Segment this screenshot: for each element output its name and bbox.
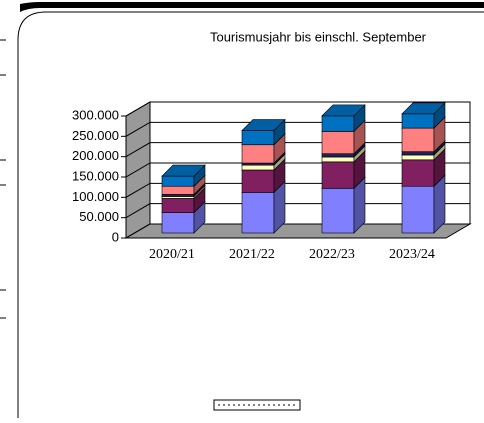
bar-front [161, 185, 195, 195]
y-tick-label: 100.000 [72, 189, 119, 204]
y-tick-label: 50.000 [79, 209, 119, 224]
bar-top [321, 104, 366, 117]
frame [17, 11, 484, 418]
bar-front [241, 162, 275, 166]
y-tick-label: 250.000 [72, 128, 119, 143]
x-tick-label: 2023/24 [389, 247, 435, 262]
bar-front [401, 154, 435, 161]
bar-front [161, 212, 195, 234]
bar-front [161, 194, 195, 197]
bar-top [401, 102, 446, 115]
bar-front [241, 192, 275, 234]
bar-front [321, 187, 355, 234]
bar-front [241, 144, 275, 164]
bar-front [321, 153, 355, 158]
bar-front [401, 185, 435, 234]
bar-front [321, 156, 355, 163]
chart-title: Tourismusjahr bis einschl. September [210, 29, 427, 44]
bar-segment [401, 174, 446, 234]
bar-top [161, 164, 206, 177]
grid-line [125, 101, 470, 117]
bar-front [161, 175, 195, 187]
x-tick-label: 2021/22 [229, 247, 275, 262]
bar-front [321, 115, 355, 132]
bar-segment [401, 102, 446, 129]
y-tick-label: 0 [112, 229, 119, 244]
bar-segment [161, 164, 206, 187]
x-tick-label: 2020/21 [149, 247, 195, 262]
bar-segment [241, 118, 286, 146]
bar-front [161, 196, 195, 199]
left-marks [0, 39, 6, 319]
bar-front [241, 169, 275, 193]
bar-front [401, 127, 435, 152]
bar-segment [321, 104, 366, 133]
bar-front [401, 159, 435, 187]
x-tick-label: 2022/23 [309, 247, 355, 262]
y-tick-label: 300.000 [72, 107, 119, 122]
y-tick-label: 150.000 [72, 168, 119, 183]
bar-top [241, 119, 286, 131]
y-tick-label: 200.000 [72, 148, 119, 163]
bar-front [321, 131, 355, 154]
bar-front [241, 130, 275, 146]
legend [213, 399, 301, 411]
bar-front [401, 113, 435, 129]
top-bar [20, 2, 484, 12]
bar-front [241, 164, 275, 171]
bar-front [401, 151, 435, 156]
bar-front [161, 198, 195, 213]
bar-front [321, 161, 355, 189]
